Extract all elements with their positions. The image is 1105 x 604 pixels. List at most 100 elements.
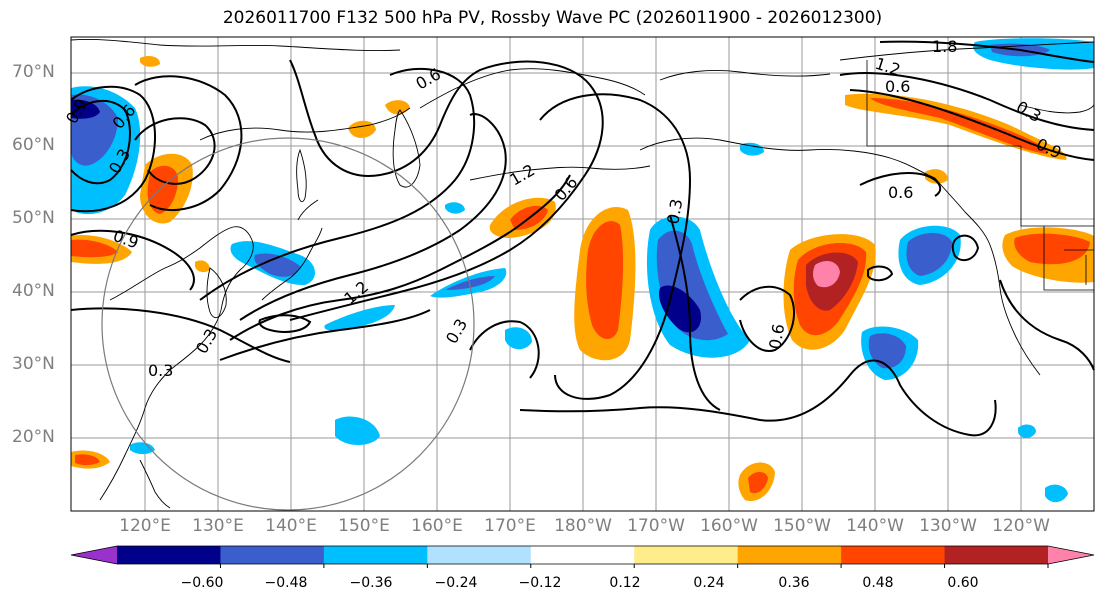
lat-label-60n: 60°N [12,135,55,155]
lon-label-150e: 150°E [338,516,390,536]
contour-label: 0.6 [885,77,910,96]
coast-okhotsk [199,107,411,141]
anomaly-neg-small-2 [505,327,532,350]
contour-150w [739,285,795,352]
anomaly-pos-small-6 [140,56,160,67]
map-border [70,36,1095,512]
colorbar-extend-high [1048,546,1094,564]
colorbar-tick: −0.36 [349,575,393,591]
lon-label-160w: 160°W [700,516,758,536]
coast-alaska [639,70,936,179]
coast-east-asia [99,226,254,501]
contour-dateline [469,320,540,379]
pv-contours [70,40,1095,437]
contour-alaska-18 [879,40,1095,63]
contour-alaska-06 [859,172,942,197]
contour-label: 1.8 [932,37,957,56]
contour-big-trough [539,93,692,400]
lat-label-70n: 70°N [12,62,55,82]
colorbar-swatch [634,546,739,564]
anomaly-neg-small-1 [335,416,380,445]
contour-siberia-03 [134,75,243,211]
contour-alaska-12 [839,72,1095,131]
lon-label-150w: 150°W [773,516,831,536]
anomaly-neg-small-7 [445,202,465,214]
coast-aleutians [469,165,651,181]
colorbar-tick: 0.60 [947,575,979,591]
analysis-circle [101,137,475,511]
contour-trough-outer [199,67,476,301]
contour-label: 0.6 [888,183,913,202]
anomaly-neg-140w-south-core [868,333,906,369]
border-us-canada [1020,146,1094,227]
contour-ridge-na [999,279,1095,371]
anomaly-pos-small-7 [925,169,948,184]
contour-big-outer [289,59,604,321]
lon-label-130e: 130°E [192,516,244,536]
colorbar-tick: −0.48 [264,575,308,591]
contour-siberia-inner [134,117,216,185]
colorbar-tick: 0.36 [778,575,810,591]
coast-philippines [139,459,171,509]
contour-siberia-09 [70,99,131,185]
colorbar-swatch [841,546,946,564]
colorbar [70,545,1095,568]
lon-label-160e: 160°E [411,516,463,536]
anomaly-pos-small-5 [195,260,210,273]
borders [866,60,1094,291]
border-states [1043,226,1094,291]
coast-arctic [70,39,1095,61]
anomaly-pos-west-core [71,239,118,258]
anomaly-pos-small-3-core [748,472,768,494]
anomaly-neg-small-5 [130,442,155,455]
colorbar-extend-low [71,546,117,564]
contour-japan-06 [219,309,431,361]
anomaly-neg-small-3 [1045,484,1068,503]
contour-low-03 [70,307,291,363]
contour-japan-09 [229,174,571,341]
coast-japan [261,199,323,301]
contour-170w [669,214,721,411]
anomaly-neg-midpac-2 [324,305,395,331]
coast-sakhalin [296,148,307,203]
lon-label-120e: 120°E [119,516,171,536]
anomaly-neg-japan-core [254,253,300,277]
contour-eastpac-outer [519,359,997,437]
colorbar-tick: 0.48 [862,575,894,591]
anomaly-pos-small-4-core [75,454,100,466]
lat-label-50n: 50°N [12,208,55,228]
anomaly-pos-alaska-streak-core [870,98,1047,154]
colorbar-tick: −0.24 [434,575,478,591]
pv-anomaly-fills [71,38,1094,503]
colorbar-swatch [427,546,532,564]
lat-label-40n: 40°N [12,281,55,301]
colorbar-swatch [220,546,325,564]
lon-label-140w: 140°W [846,516,904,536]
anomaly-neg-small-4 [1018,424,1036,438]
contour-alaska-09 [849,89,1095,161]
colorbar-tick: 0.24 [693,575,725,591]
coast-kamchatka [392,109,421,188]
colorbar-swatch [737,546,842,564]
colorbar-tick: −0.60 [180,575,224,591]
colorbar-swatch [530,546,635,564]
contour-japan-12 [239,113,507,321]
lon-label-130w: 130°W [919,516,977,536]
contour-130w-low [951,234,980,262]
colorbar-tick: −0.12 [518,575,562,591]
border-alaska-canada [866,60,1021,147]
coast-korea [206,267,227,319]
contour-japan-inner [258,314,312,333]
lon-label-140e: 140°E [265,516,317,536]
anomaly-neg-small-6 [740,142,764,156]
colorbar-swatch [117,546,221,564]
contour-west-09 [70,229,195,291]
lon-label-170e: 170°E [484,516,536,536]
contour-label: 0.6 [765,322,788,350]
anomaly-pos-westcoast-core [1014,233,1090,265]
lon-label-170w: 170°W [627,516,685,536]
colorbar-tick: 0.12 [609,575,641,591]
map-title: 2026011700 F132 500 hPa PV, Rossby Wave … [222,8,883,28]
anomaly-neg-siberia-deep [71,99,100,119]
